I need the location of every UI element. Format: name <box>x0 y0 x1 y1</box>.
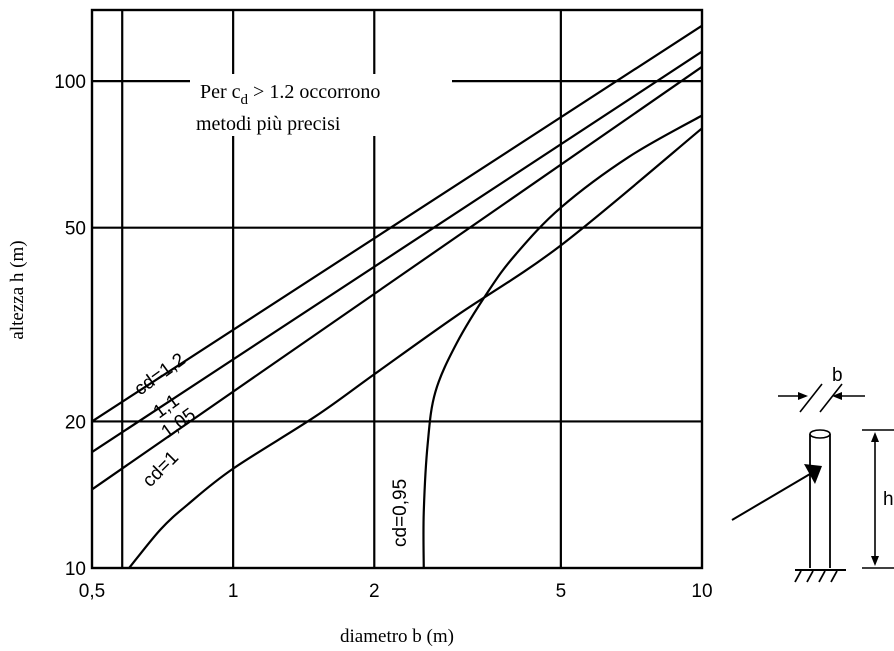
curve-label-cd-0-95: cd=0,95 <box>390 479 411 547</box>
y-tick-0: 10 <box>65 559 86 580</box>
annotation-subscript: d <box>241 92 249 108</box>
curve-cd-1 <box>128 127 703 569</box>
plot-frame <box>90 8 704 570</box>
b-dim-right-arrow <box>832 392 842 400</box>
h-label: h <box>883 489 894 510</box>
annotation-line2: metodi più precisi <box>196 113 341 135</box>
ground-hatch <box>794 570 838 583</box>
annotation-line1: Per cd > 1.2 occorrono <box>200 81 380 108</box>
y-axis-title: altezza h (m) <box>7 240 28 339</box>
b-label: b <box>832 365 843 386</box>
annotation-background <box>190 74 452 136</box>
curve-label-cd-1-2: cd=1,2 <box>131 349 190 400</box>
b-dim-left-tick <box>799 383 823 413</box>
curve-1-1 <box>91 50 703 454</box>
wind-arrow-shaft <box>731 473 811 521</box>
h-dim-bottom-arrow <box>871 556 879 566</box>
h-dim-top-arrow <box>871 432 879 442</box>
y-tick-2: 50 <box>65 219 86 240</box>
curve-label-cd-1: cd=1 <box>139 447 183 491</box>
x-tick-3: 5 <box>556 581 567 602</box>
pile-diagram: b h <box>731 365 894 583</box>
y-tick-3: 100 <box>54 72 86 93</box>
x-tick-4: 10 <box>691 581 712 602</box>
x-tick-0: 0,5 <box>79 581 105 602</box>
wind-arrow-head <box>804 464 822 484</box>
x-axis-title: diametro b (m) <box>340 626 454 647</box>
curves <box>91 24 703 569</box>
annotation-suffix: > 1.2 occorrono <box>248 81 380 103</box>
curve-cd-0-95 <box>422 114 703 569</box>
curve-cd-1-2 <box>91 24 703 423</box>
annotation-prefix: Per c <box>200 81 241 103</box>
y-tick-1: 20 <box>65 412 86 433</box>
b-dim-left-arrow <box>798 392 808 400</box>
y-tick-labels: 10 20 50 100 <box>54 72 86 580</box>
x-tick-1: 1 <box>228 581 239 602</box>
x-tick-labels: 0,5 1 2 5 10 <box>79 581 713 602</box>
x-tick-2: 2 <box>369 581 380 602</box>
pile-top <box>809 429 831 439</box>
curve-1-05 <box>91 65 703 491</box>
b-dim-right-tick <box>819 383 843 413</box>
